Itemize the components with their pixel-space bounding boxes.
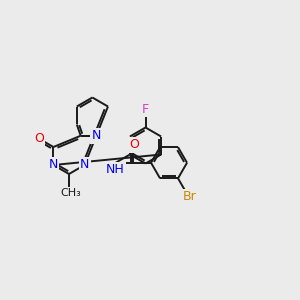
Text: N: N — [49, 158, 58, 172]
Text: F: F — [142, 103, 149, 116]
Text: N: N — [80, 158, 89, 172]
Text: CH₃: CH₃ — [60, 188, 81, 198]
Text: O: O — [130, 138, 140, 151]
Text: Br: Br — [182, 190, 196, 203]
Text: NH: NH — [106, 163, 124, 176]
Text: O: O — [34, 132, 44, 145]
Text: N: N — [92, 129, 101, 142]
